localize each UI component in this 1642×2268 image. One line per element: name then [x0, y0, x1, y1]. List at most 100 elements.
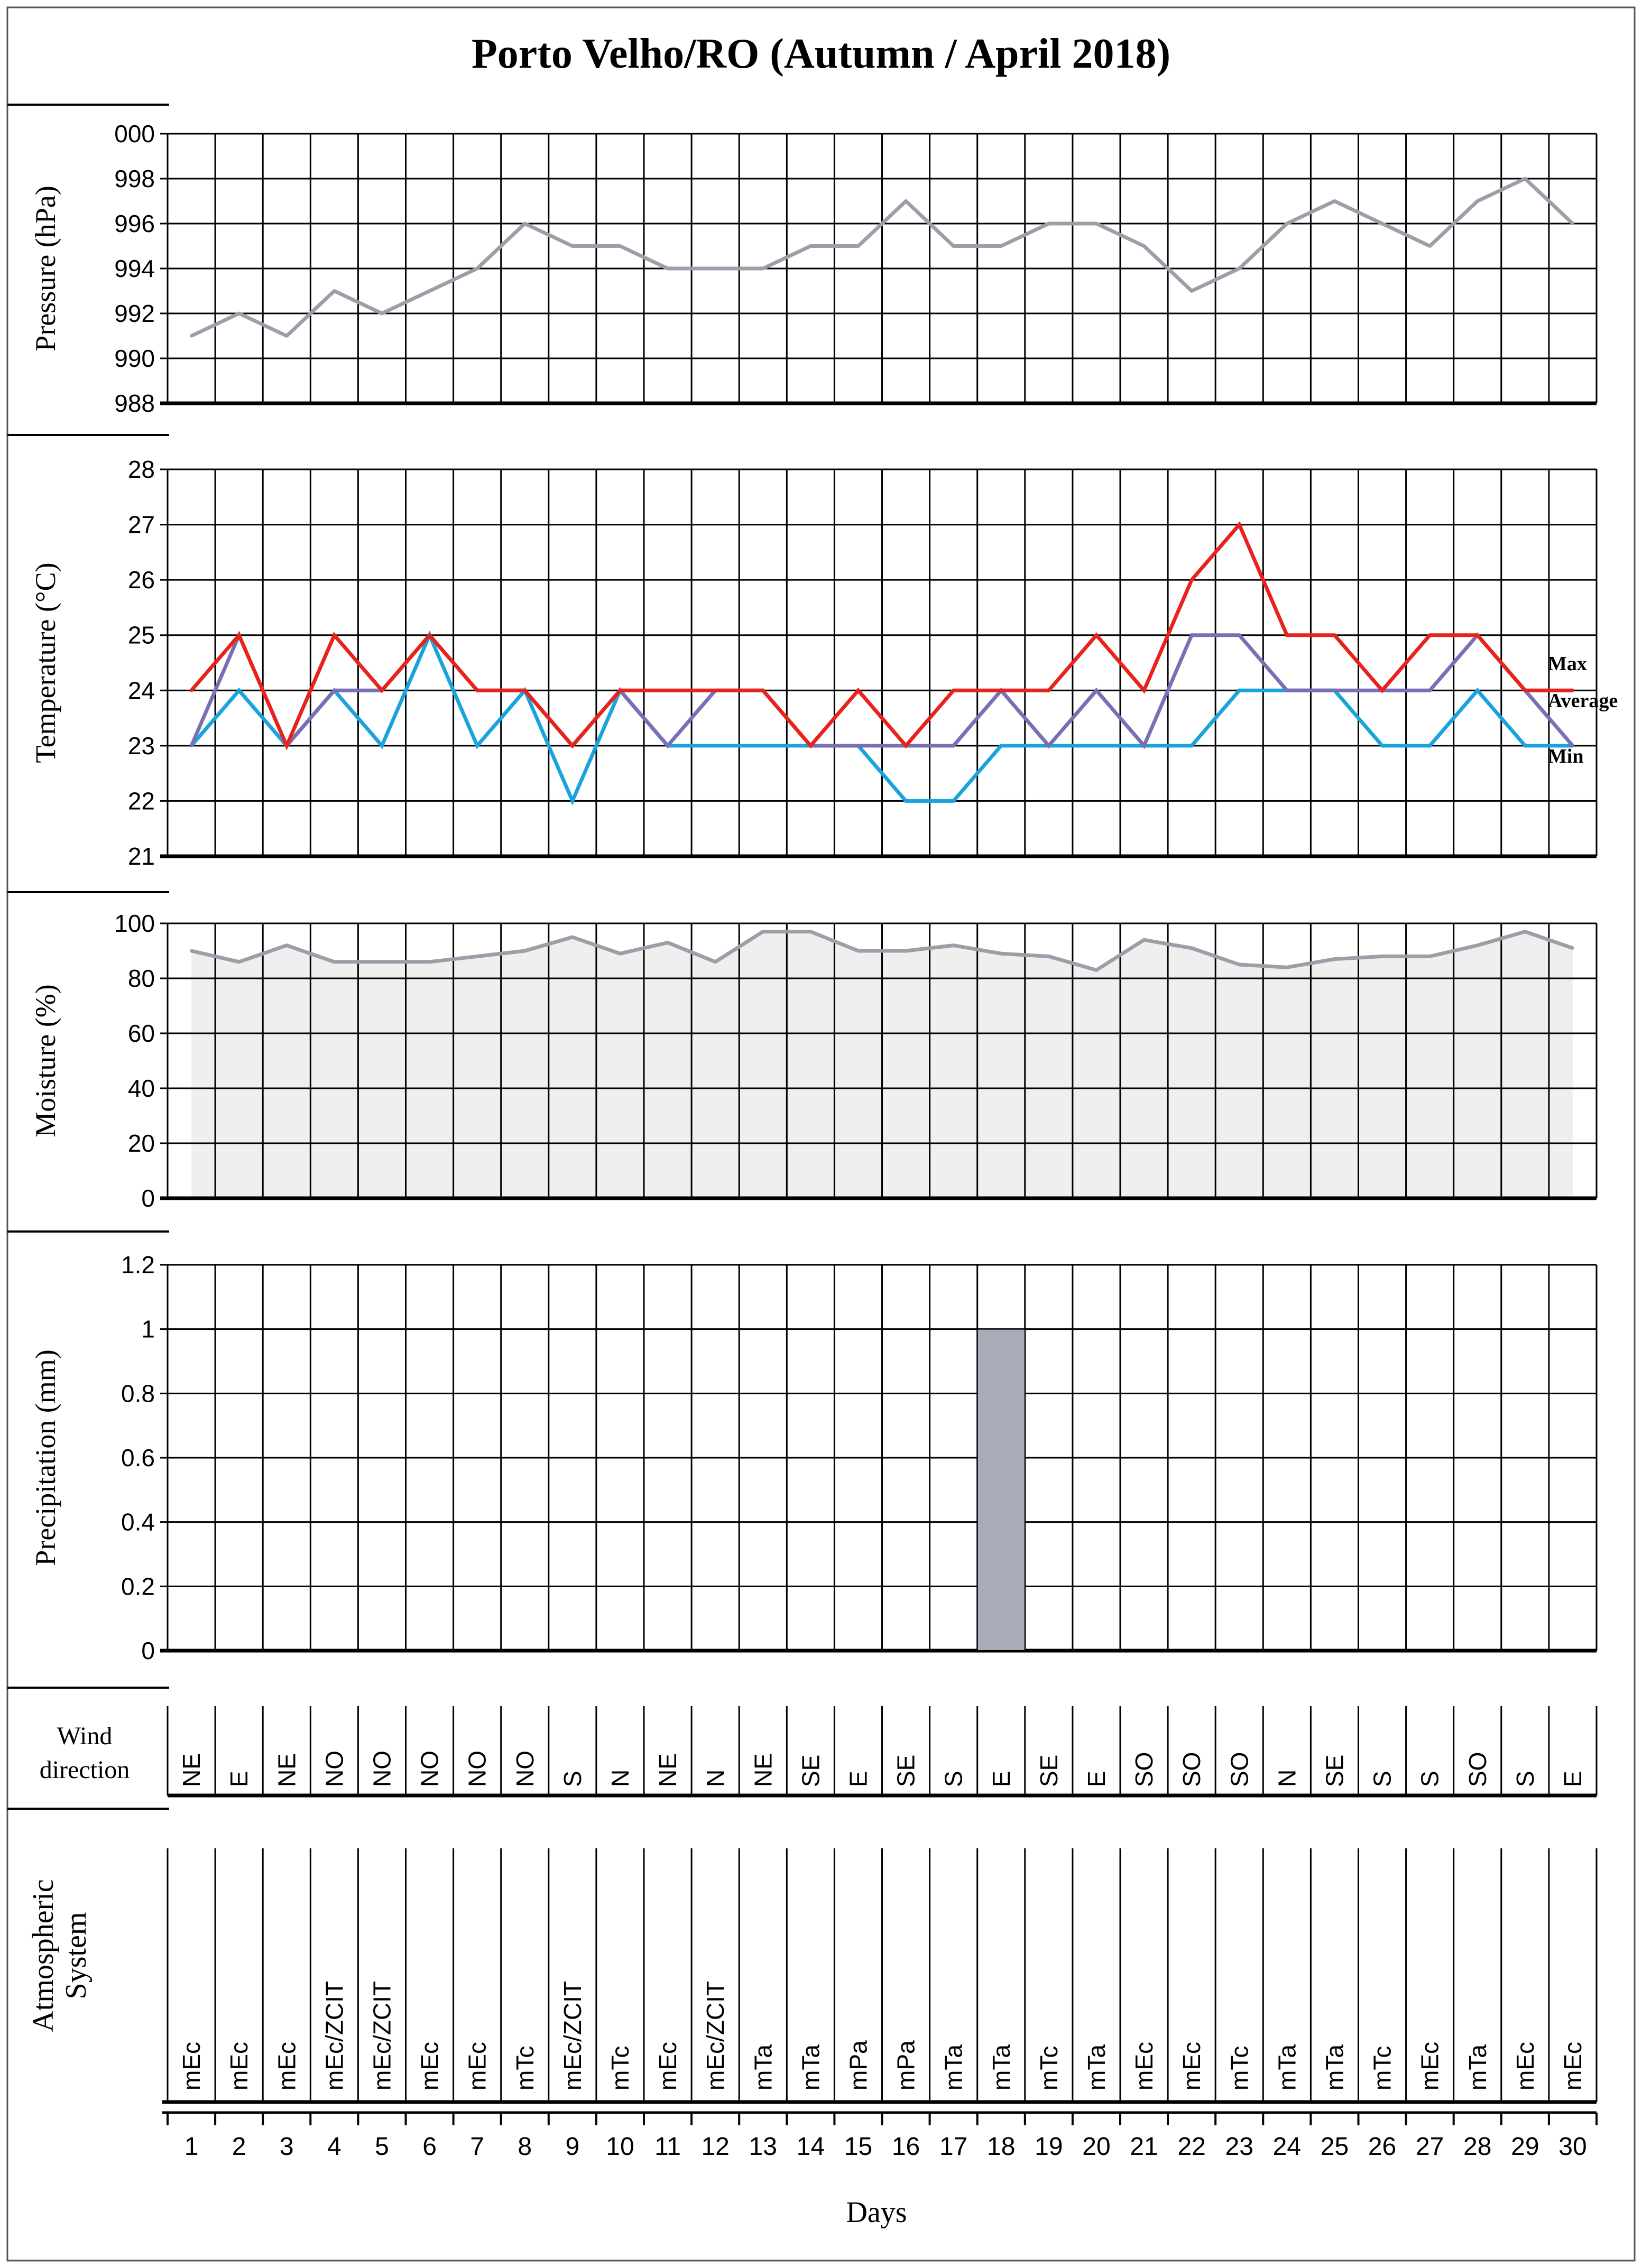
moisture-point: [428, 960, 431, 964]
x-tick-label: 7: [470, 2133, 484, 2161]
pressure-point: [1333, 199, 1336, 203]
wind-direction-label: NO: [320, 1751, 348, 1787]
x-tick-label: 22: [1177, 2133, 1205, 2161]
atmospheric-system-label: mEc: [1130, 2042, 1158, 2090]
x-tick-label: 18: [987, 2133, 1015, 2161]
atmospheric-row-label-line: System: [60, 1912, 93, 1999]
wind-direction-label: NE: [749, 1753, 777, 1787]
wind-direction-label: SE: [797, 1755, 824, 1787]
atmospheric-system-label: mEc: [273, 2042, 300, 2090]
wind-direction-label: S: [1416, 1771, 1444, 1787]
temperature-y-tick-label: 24: [128, 677, 155, 704]
temperature-y-tick-label: 23: [128, 732, 155, 760]
temperature-point-min: [1094, 744, 1098, 747]
moisture-point: [904, 949, 908, 952]
temperature-point-max: [333, 633, 336, 637]
temperature-y-tick-label: 28: [128, 456, 155, 483]
atmospheric-system-label: mEc: [416, 2042, 444, 2090]
temperature-point-average: [856, 744, 860, 747]
moisture-point: [714, 960, 717, 964]
moisture-series-line: [191, 930, 1574, 972]
atmospheric-row-label-line: Atmospheric: [27, 1879, 60, 2032]
moisture-point: [952, 943, 955, 947]
pressure-point: [523, 222, 527, 225]
moisture-point: [666, 941, 670, 945]
x-tick-label: 28: [1463, 2133, 1491, 2161]
temperature-point-min: [1523, 744, 1527, 747]
atmospheric-system-label: mEc/ZCIT: [368, 1981, 395, 2090]
moisture-point: [1475, 943, 1479, 947]
atmospheric-system-label: mTc: [606, 2046, 634, 2090]
temperature-point-max: [475, 689, 479, 692]
temperature-point-max: [904, 744, 908, 747]
precipitation-y-tick-label: 1: [141, 1316, 155, 1343]
temperature-point-max: [1190, 578, 1194, 582]
temperature-series-max: [190, 521, 1573, 751]
wind-direction-label: SO: [1225, 1752, 1253, 1787]
moisture-y-tick-label: 20: [128, 1130, 155, 1157]
atmospheric-system-label: mTc: [511, 2046, 539, 2090]
temperature-point-min: [1238, 689, 1241, 692]
pressure-y-axis-label: Pressure (hPa): [30, 186, 61, 351]
atmospheric-system-label: mTc: [1035, 2046, 1063, 2090]
moisture-y-tick-label: 80: [128, 965, 155, 992]
atmospheric-system-label: mTa: [1083, 2044, 1110, 2090]
moisture-point: [285, 943, 289, 947]
temperature-point-max: [523, 689, 527, 692]
pressure-y-tick-label: 988: [114, 390, 155, 417]
atmospheric-system-label: mEc/ZCIT: [702, 1981, 729, 2090]
wind-direction-label: N: [1273, 1770, 1300, 1787]
atmospheric-system-label: mEc: [464, 2042, 491, 2090]
pressure-y-tick-label: 998: [114, 165, 155, 192]
wind-direction-label: E: [1083, 1771, 1110, 1787]
x-tick-label: 6: [422, 2133, 437, 2161]
temperature-point-max: [1380, 689, 1384, 692]
temperature-point-min: [1380, 744, 1384, 747]
atmospheric-system-label: mTa: [988, 2044, 1015, 2090]
wind-row-label-line: direction: [40, 1756, 130, 1784]
temperature-point-max: [1047, 689, 1050, 692]
temperature-point-min: [1190, 744, 1194, 747]
temperature-point-average: [1142, 744, 1146, 747]
atmospheric-system-label: mEc: [178, 2042, 205, 2090]
moisture-y-tick-label: 40: [128, 1075, 155, 1102]
pressure-point: [1238, 267, 1241, 270]
pressure-point: [1285, 222, 1289, 225]
wind-direction-label: NO: [368, 1751, 395, 1787]
temperature-series-min: [190, 630, 1573, 806]
moisture-y-tick-label: 60: [128, 1020, 155, 1047]
x-axis-title: Days: [846, 2196, 907, 2229]
pressure-y-tick-label: 992: [114, 300, 155, 327]
moisture-point: [1238, 963, 1241, 966]
wind-direction-label: SO: [1130, 1752, 1158, 1787]
pressure-point: [570, 244, 574, 248]
wind-direction-label: E: [844, 1771, 872, 1787]
temperature-point-max: [285, 744, 289, 747]
temperature-y-tick-label: 21: [128, 843, 155, 870]
outer-frame: [6, 6, 1636, 2262]
pressure-point: [1523, 177, 1527, 180]
x-tick-label: 14: [797, 2133, 825, 2161]
temperature-point-average: [1094, 689, 1098, 692]
precipitation-y-tick-label: 0: [141, 1637, 155, 1664]
wind-direction-label: SE: [1035, 1755, 1063, 1787]
moisture-point: [523, 949, 527, 952]
wind-direction-label: S: [940, 1771, 967, 1787]
pressure-y-tick-label: 000: [114, 120, 155, 147]
pressure-point: [333, 289, 336, 293]
temperature-point-min: [904, 799, 908, 803]
temperature-point-average: [333, 689, 336, 692]
pressure-point: [1094, 222, 1098, 225]
chart-title: Porto Velho/RO (Autumn / April 2018): [472, 31, 1170, 77]
moisture-point: [618, 952, 622, 956]
atmospheric-system-label: mEc/ZCIT: [320, 1981, 348, 2090]
moisture-point: [380, 960, 384, 964]
wind-direction-label: N: [606, 1770, 634, 1787]
legend-average: Average: [1548, 690, 1618, 712]
precipitation-y-tick-label: 0.6: [121, 1444, 155, 1471]
x-tick-label: 10: [606, 2133, 634, 2161]
moisture-point: [475, 955, 479, 958]
atmospheric-system-label: mEc: [1511, 2042, 1539, 2090]
temperature-point-max: [380, 689, 384, 692]
atmospheric-system-label: mTa: [1464, 2044, 1491, 2090]
